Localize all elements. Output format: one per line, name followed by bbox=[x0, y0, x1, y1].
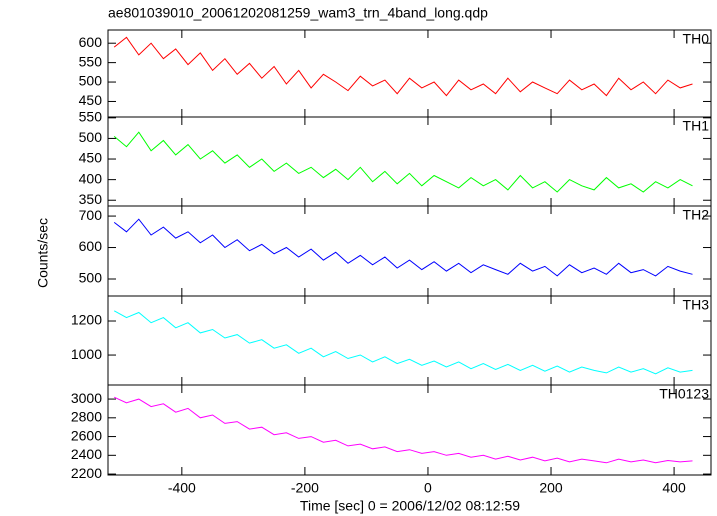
panel-label: TH0123 bbox=[659, 386, 709, 402]
x-tick-label: 400 bbox=[662, 480, 686, 496]
y-tick-label: 600 bbox=[79, 34, 103, 50]
panel-label: TH2 bbox=[683, 207, 710, 223]
panel-label: TH1 bbox=[683, 118, 710, 134]
light-curve bbox=[113, 36, 693, 97]
y-tick-label: 450 bbox=[79, 92, 103, 108]
y-tick-label: 550 bbox=[79, 109, 103, 125]
y-tick-label: 500 bbox=[79, 270, 103, 286]
y-tick-label: 500 bbox=[79, 73, 103, 89]
y-tick-label: 2200 bbox=[71, 465, 102, 481]
y-tick-label: 1000 bbox=[71, 346, 102, 362]
panel-label: TH3 bbox=[683, 297, 710, 313]
y-tick-label: 350 bbox=[79, 191, 103, 207]
panel-frame bbox=[107, 384, 712, 476]
y-tick-label: 700 bbox=[79, 207, 103, 223]
y-tick-label: 2400 bbox=[71, 446, 102, 462]
x-tick-label: 0 bbox=[424, 480, 432, 496]
y-tick-label: 1200 bbox=[71, 312, 102, 328]
light-curve bbox=[113, 131, 693, 193]
panel-frame bbox=[107, 295, 712, 386]
panel-frame bbox=[107, 116, 712, 207]
x-tick-label: -400 bbox=[168, 480, 196, 496]
chart-title: ae801039010_20061202081259_wam3_trn_4ban… bbox=[108, 5, 488, 21]
x-axis-label: Time [sec] 0 = 2006/12/02 08:12:59 bbox=[300, 498, 520, 514]
y-tick-label: 600 bbox=[79, 238, 103, 254]
y-tick-label: 400 bbox=[79, 170, 103, 186]
panel-frame bbox=[107, 29, 712, 118]
panel-frame bbox=[107, 205, 712, 297]
x-tick-label: -200 bbox=[291, 480, 319, 496]
y-tick-label: 2600 bbox=[71, 427, 102, 443]
panel-label: TH0 bbox=[683, 31, 710, 47]
y-axis-label: Counts/sec bbox=[35, 218, 51, 288]
y-tick-label: 2800 bbox=[71, 409, 102, 425]
y-tick-label: 550 bbox=[79, 53, 103, 69]
light-curve bbox=[113, 310, 693, 375]
y-tick-label: 450 bbox=[79, 150, 103, 166]
y-tick-label: 500 bbox=[79, 129, 103, 145]
light-curve bbox=[113, 218, 693, 277]
y-tick-label: 3000 bbox=[71, 390, 102, 406]
x-tick-label: 200 bbox=[539, 480, 563, 496]
light-curve bbox=[113, 396, 693, 464]
